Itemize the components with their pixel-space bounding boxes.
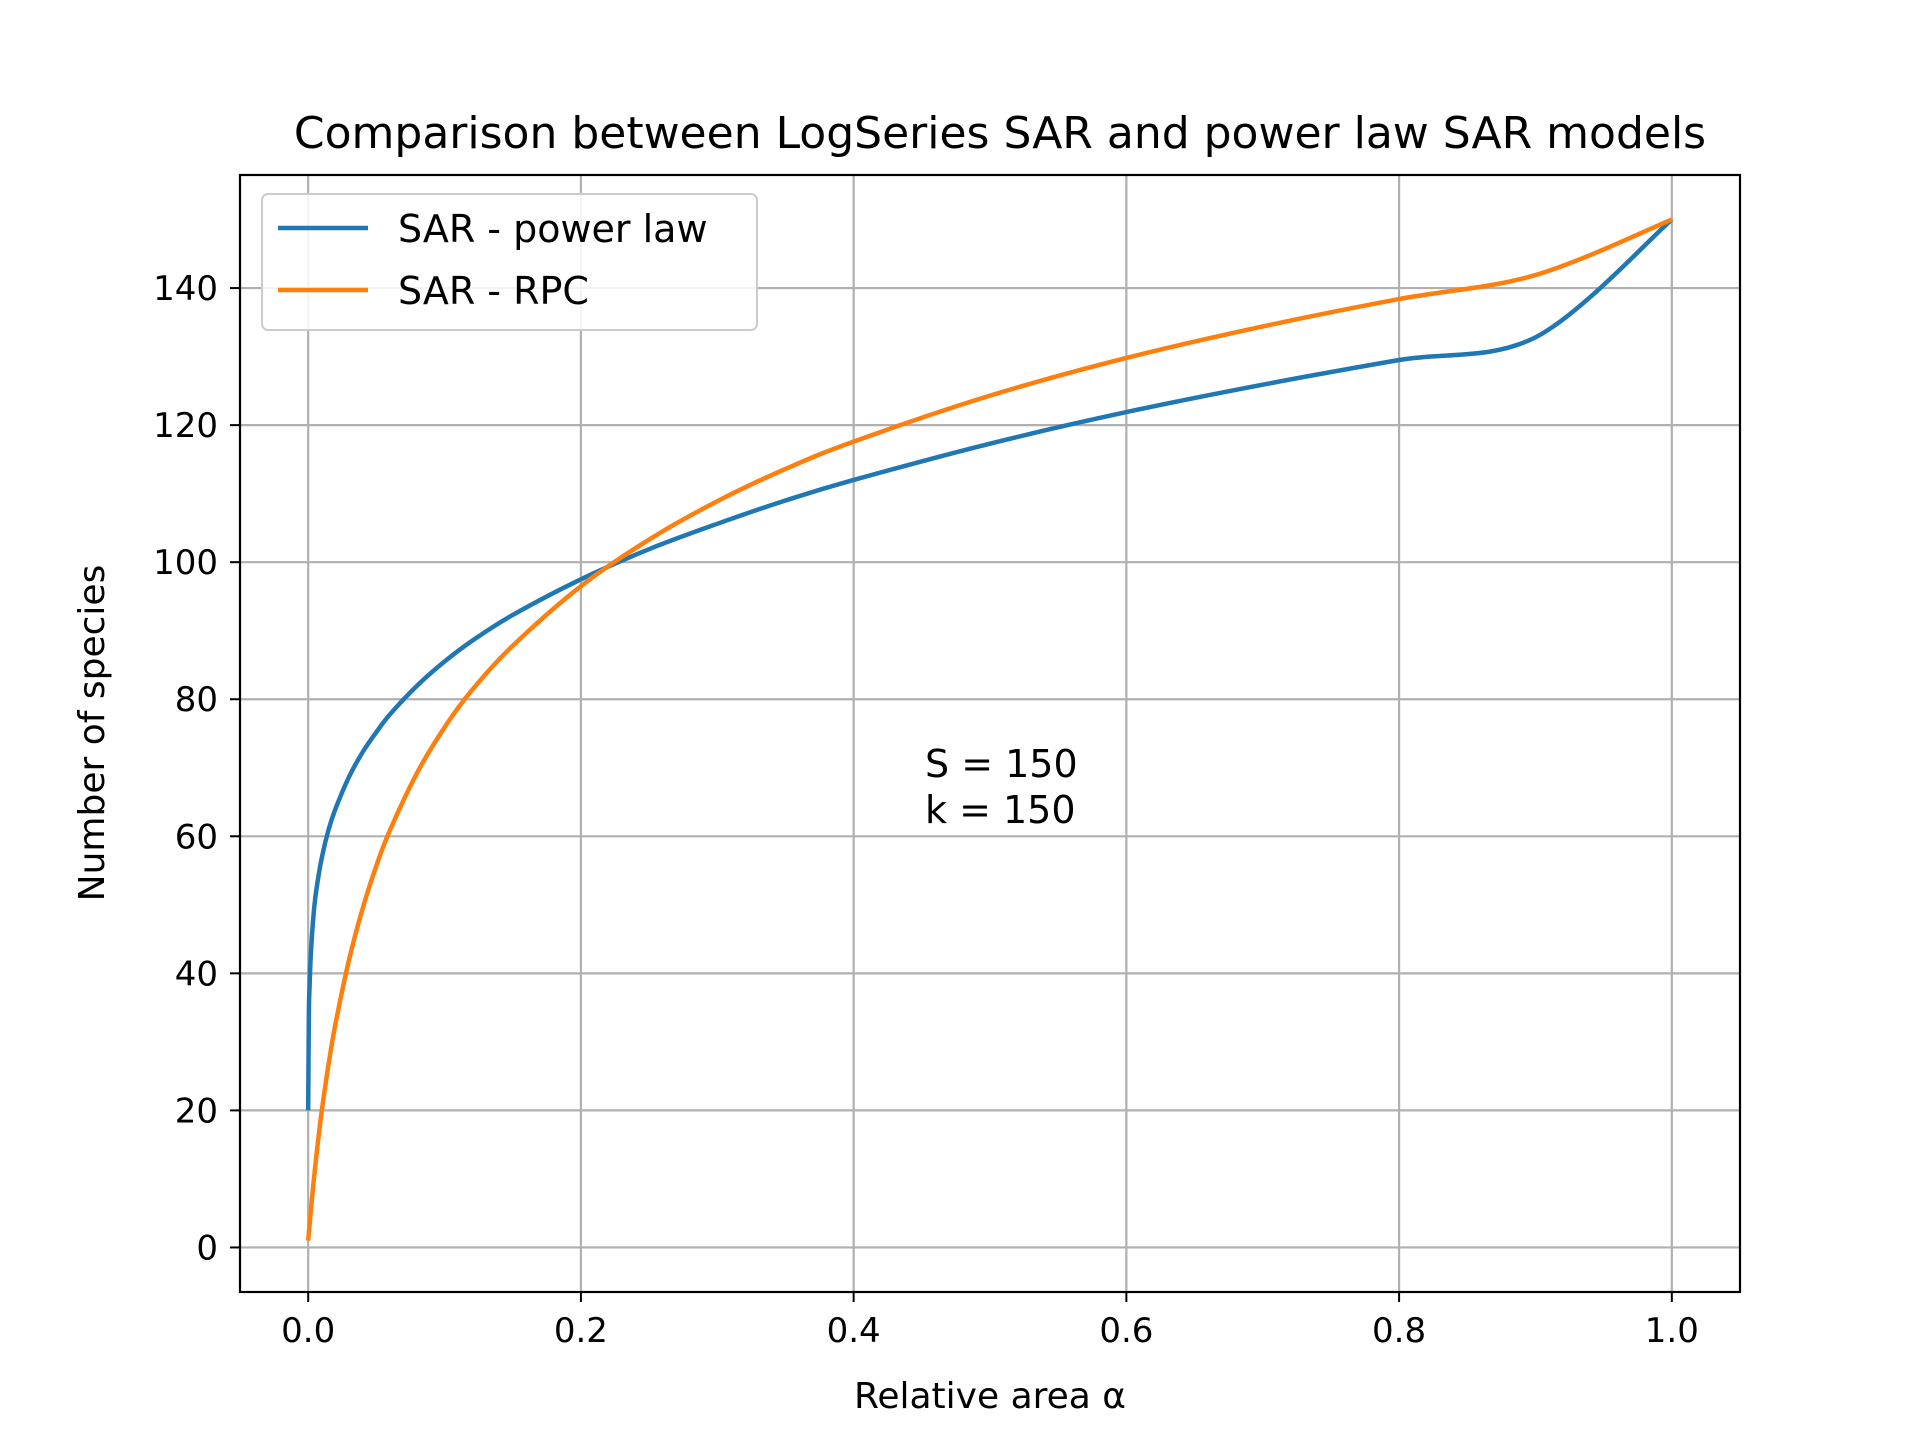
annotation-line-k: k = 150	[925, 788, 1076, 832]
legend-label-rpc: SAR - RPC	[398, 269, 589, 313]
x-tick-label: 0.2	[554, 1311, 608, 1351]
x-tick-label: 0.6	[1099, 1311, 1153, 1351]
plot-frame	[238, 173, 1742, 1294]
x-tick-label: 0.0	[281, 1311, 335, 1351]
annotation-line-s: S = 150	[925, 742, 1078, 786]
chart-title: Comparison between LogSeries SAR and pow…	[294, 108, 1706, 159]
ticks: 0.0 0.2 0.4 0.6 0.8 1.0 0 20 40 60 80 100 120 140	[153, 269, 1699, 1351]
y-tick-label: 0	[196, 1228, 218, 1268]
grid	[240, 175, 1740, 1292]
legend-label-power-law: SAR - power law	[398, 207, 708, 251]
legend: SAR - power law SAR - RPC	[261, 193, 758, 331]
legend-box	[261, 193, 758, 331]
y-tick-label: 60	[175, 817, 218, 857]
annotation: S = 150 k = 150	[925, 742, 1078, 832]
y-tick-label: 100	[153, 543, 218, 583]
y-tick-label: 40	[175, 954, 218, 994]
x-tick-label: 0.8	[1372, 1311, 1426, 1351]
y-tick-label: 80	[175, 680, 218, 720]
y-tick-label: 120	[153, 406, 218, 446]
y-axis-label: Number of species	[72, 565, 113, 902]
x-tick-label: 0.4	[827, 1311, 881, 1351]
y-tick-label: 20	[175, 1091, 218, 1131]
series-line-1	[305, 217, 1673, 1241]
x-axis-label: Relative area α	[854, 1376, 1126, 1417]
x-tick-label: 1.0	[1645, 1311, 1699, 1351]
series-line-0	[305, 217, 1674, 1111]
y-tick-label: 140	[153, 269, 218, 309]
series-layer	[305, 217, 1674, 1241]
